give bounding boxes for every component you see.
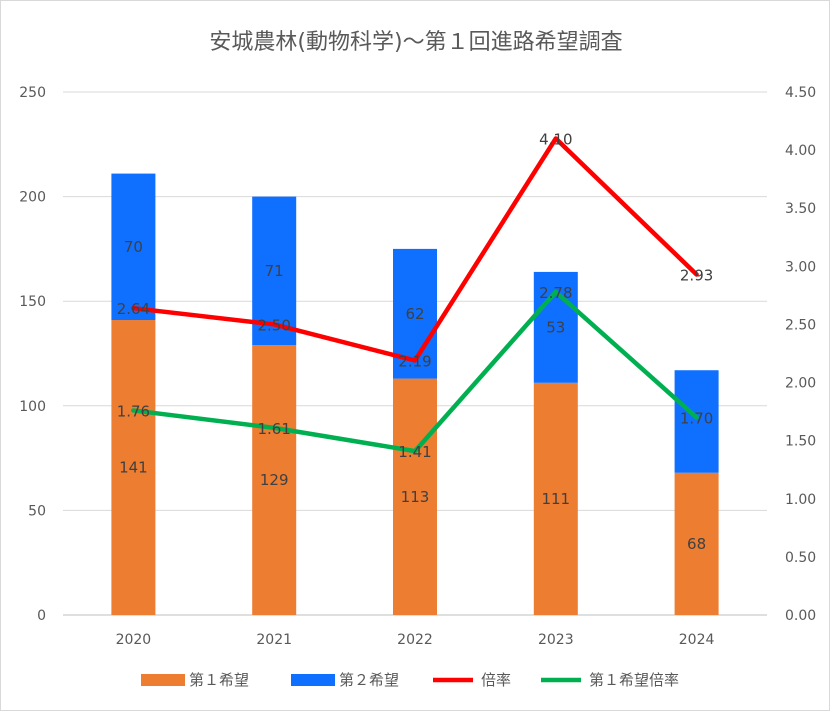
line-data-label: 2.19 [398,352,431,370]
left-axis-tick-label: 50 [28,503,46,519]
legend-swatch [141,674,185,686]
left-axis-tick-label: 150 [19,294,46,310]
right-axis-tick-label: 2.00 [785,376,816,392]
x-axis-tick-label: 2024 [679,632,715,648]
line-data-label: 1.41 [398,443,431,461]
bar-segment [252,345,297,615]
line-data-label: 1.61 [257,420,290,438]
line-data-label: 1.76 [117,402,150,420]
left-axis-tick-label: 100 [19,399,46,415]
legend-label: 第１希望 [189,671,249,689]
right-axis-tick-label: 1.00 [785,492,816,508]
bar-data-label: 53 [546,318,565,336]
right-axis-tick-label: 0.50 [785,550,816,566]
right-axis-tick-label: 0.00 [785,608,816,624]
left-axis-tick-label: 0 [37,608,46,624]
bar-segment [533,382,578,615]
legend-label: 第１希望倍率 [589,671,679,689]
right-axis-tick-label: 4.00 [785,143,816,159]
legend: 第１希望 第２希望 倍率 第１希望倍率 [141,671,679,689]
right-axis: 0.00 0.50 1.00 1.50 2.00 2.50 3.00 3.50 4.00 4.50 [785,85,816,624]
legend-swatch [291,674,335,686]
line-series-path [131,136,699,363]
line-data-label: 2.93 [680,266,713,284]
right-axis-tick-label: 3.50 [785,201,816,217]
bar-segment [111,320,156,615]
line-series-path [131,289,699,454]
line-data-label: 2.50 [257,316,290,334]
bar-data-label: 70 [124,238,143,256]
right-axis-tick-label: 4.50 [785,85,816,101]
bar-data-label: 141 [119,459,148,477]
x-axis-tick-label: 2020 [116,632,152,648]
data-labels: 141 70 129 71 113 62 111 53 68 2.64 2.50 2.19 4.10 2.… [117,130,714,552]
x-axis: 2020 2021 2022 2023 2024 [116,632,715,648]
x-axis-tick-label: 2023 [538,632,574,648]
right-axis-tick-label: 3.00 [785,259,816,275]
legend-label: 第２希望 [339,671,399,689]
line-data-label: 4.10 [539,130,572,148]
left-axis-tick-label: 200 [19,190,46,206]
bar-data-label: 71 [265,262,284,280]
bar-series [111,173,719,615]
bar-data-label: 68 [687,535,706,553]
right-axis-tick-label: 1.50 [785,434,816,450]
chart-title: 安城農林(動物科学)～第１回進路希望調査 [209,30,622,55]
line-series [131,136,699,454]
bar-data-label: 62 [405,305,424,323]
legend-label: 倍率 [481,671,511,689]
left-axis: 0 50 100 150 200 250 [19,85,46,624]
right-axis-tick-label: 2.50 [785,317,816,333]
left-axis-tick-label: 250 [19,85,46,101]
bar-data-label: 113 [401,488,430,506]
bar-segment [674,370,719,473]
bar-segment [674,472,719,615]
x-axis-tick-label: 2021 [256,632,292,648]
bar-data-label: 111 [541,490,570,508]
bar-data-label: 129 [260,471,289,489]
bar-segment [252,196,297,346]
line-data-label: 1.70 [680,409,713,427]
bar-segment [111,173,156,321]
bar-segment [393,378,437,615]
line-data-label: 2.78 [539,284,572,302]
line-data-label: 2.64 [117,300,150,318]
x-axis-tick-label: 2022 [397,632,433,648]
